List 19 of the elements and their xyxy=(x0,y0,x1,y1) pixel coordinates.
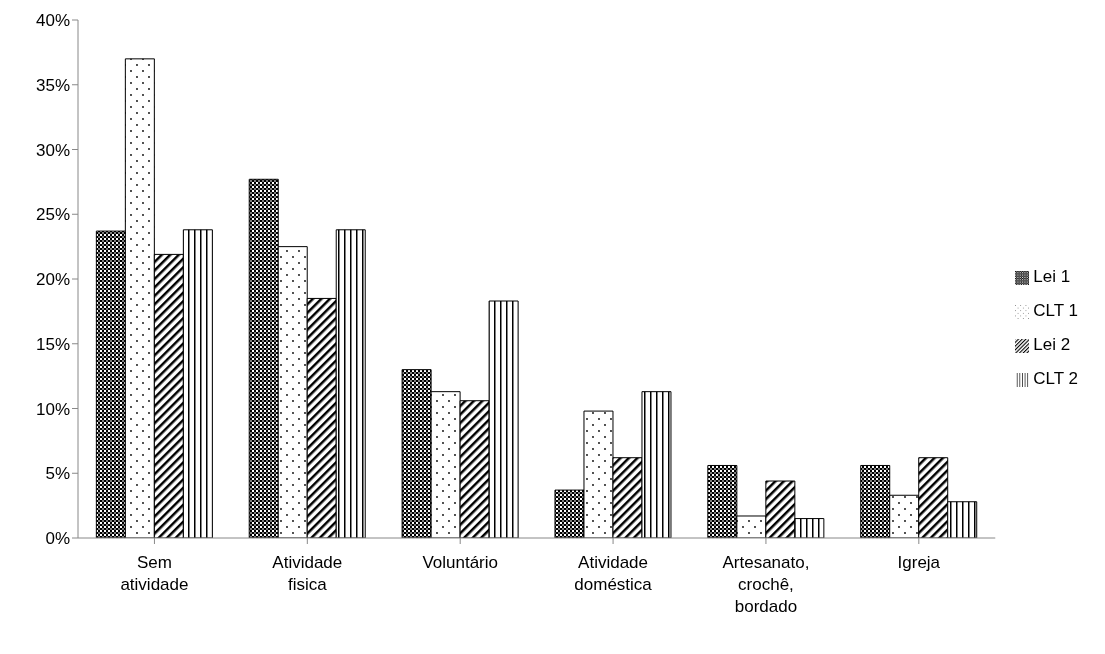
x-tick-label: Sem atividade xyxy=(120,553,189,594)
y-tick-label: 20% xyxy=(35,270,70,290)
y-tick-label: 10% xyxy=(35,399,70,419)
x-tick-label: Artesanato, crochê, bordado xyxy=(722,553,810,616)
y-tick-label: 35% xyxy=(35,75,70,95)
legend-label: Lei 1 xyxy=(1033,267,1071,286)
x-tick-label: Atividade doméstica xyxy=(574,553,653,594)
legend-label: CLT 2 xyxy=(1033,369,1078,388)
y-tick-label: 30% xyxy=(35,140,70,160)
y-tick-label: 40% xyxy=(35,11,70,31)
x-tick-label: Voluntário xyxy=(422,553,499,572)
y-tick-label: 25% xyxy=(35,205,70,225)
legend-label: Lei 2 xyxy=(1033,335,1071,354)
legend-label: CLT 1 xyxy=(1033,301,1078,320)
y-tick-label: 5% xyxy=(45,464,70,484)
y-tick-label: 0% xyxy=(45,529,70,549)
x-tick-label: Igreja xyxy=(897,553,941,572)
x-tick-label: Atividade fisica xyxy=(272,553,343,594)
y-tick-label: 15% xyxy=(35,334,70,354)
